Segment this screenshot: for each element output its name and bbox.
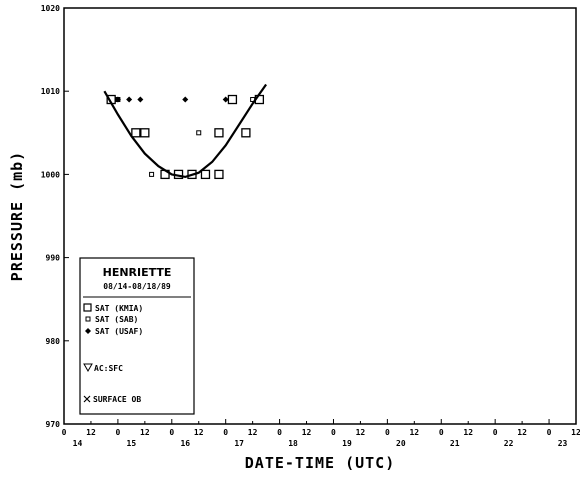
point-kmia (160, 169, 170, 180)
x-tick-label: 12 (248, 428, 258, 437)
point-kmia (214, 128, 224, 138)
x-tick-label: 12 (463, 428, 473, 437)
x-tick-label: 12 (86, 428, 96, 437)
legend: HENRIETTE 08/14-08/18/89 SAT (KMIA) SAT … (79, 257, 195, 415)
x-day-label: 17 (234, 439, 244, 448)
x-tick-label: 0 (385, 428, 390, 437)
point-usaf (182, 96, 189, 103)
legend-x-icon (83, 395, 91, 403)
x-tick-label: 0 (493, 428, 498, 437)
x-tick-label: 12 (356, 428, 366, 437)
legend-entry-sab: SAT (SAB) (95, 315, 138, 324)
data-points (106, 94, 265, 180)
point-sab (196, 130, 202, 136)
y-tick-label: 970 (46, 420, 61, 429)
point-kmia (214, 169, 224, 180)
legend-small-square-icon (85, 316, 91, 322)
x-tick-label: 12 (409, 428, 419, 437)
legend-entry-acsfc: AC:SFC (94, 364, 123, 373)
point-usaf (114, 96, 121, 103)
point-kmia (131, 128, 141, 138)
x-tick-label: 0 (62, 428, 67, 437)
x-tick-label: 0 (439, 428, 444, 437)
x-tick-label: 0 (169, 428, 174, 437)
point-usaf (222, 96, 229, 103)
legend-square-icon (83, 303, 92, 312)
legend-title: HENRIETTE (103, 266, 172, 279)
legend-box (79, 257, 195, 415)
x-tick-label: 12 (571, 428, 580, 437)
y-tick-label: 1000 (41, 170, 60, 179)
point-usaf (137, 96, 144, 103)
x-tick-label: 0 (223, 428, 228, 437)
point-kmia (140, 128, 150, 138)
point-sab (149, 171, 155, 177)
y-tick-label: 1020 (41, 4, 60, 13)
x-tick-label: 0 (115, 428, 120, 437)
x-tick-label: 12 (194, 428, 204, 437)
legend-triangle-icon (83, 363, 93, 373)
y-tick-label: 990 (46, 254, 61, 263)
legend-diamond-icon (85, 328, 91, 334)
x-day-label: 16 (180, 439, 190, 448)
x-tick-label: 0 (331, 428, 336, 437)
x-day-label: 14 (73, 439, 83, 448)
point-kmia (254, 94, 265, 105)
legend-entry-kmia: SAT (KMIA) (95, 304, 143, 313)
x-day-label: 22 (504, 439, 514, 448)
x-tick-label: 12 (302, 428, 312, 437)
point-kmia (173, 169, 184, 180)
x-day-label: 19 (342, 439, 352, 448)
point-kmia (227, 94, 238, 105)
x-tick-label: 0 (547, 428, 552, 437)
point-kmia (200, 169, 211, 180)
x-day-label: 18 (288, 439, 298, 448)
y-axis: 1020 1010 1000 990 980 970 (41, 4, 69, 429)
plot-frame (63, 7, 577, 425)
legend-subtitle: 08/14-08/18/89 (103, 282, 171, 291)
y-tick-label: 980 (46, 337, 61, 346)
y-axis-title: PRESSURE (mb) (8, 151, 26, 281)
x-day-label: 23 (558, 439, 568, 448)
point-sab (250, 97, 256, 103)
x-day-label: 20 (396, 439, 406, 448)
x-day-label: 15 (127, 439, 137, 448)
x-tick-label: 0 (277, 428, 282, 437)
x-tick-label: 12 (517, 428, 527, 437)
legend-entry-surface: SURFACE OB (93, 395, 141, 404)
legend-entry-usaf: SAT (USAF) (95, 327, 143, 336)
point-kmia (187, 169, 197, 180)
x-axis-title: DATE-TIME (UTC) (245, 454, 395, 472)
x-day-label: 21 (450, 439, 460, 448)
point-usaf (126, 96, 133, 103)
x-tick-label: 12 (140, 428, 150, 437)
point-kmia (241, 128, 251, 138)
y-tick-label: 1010 (41, 87, 60, 96)
